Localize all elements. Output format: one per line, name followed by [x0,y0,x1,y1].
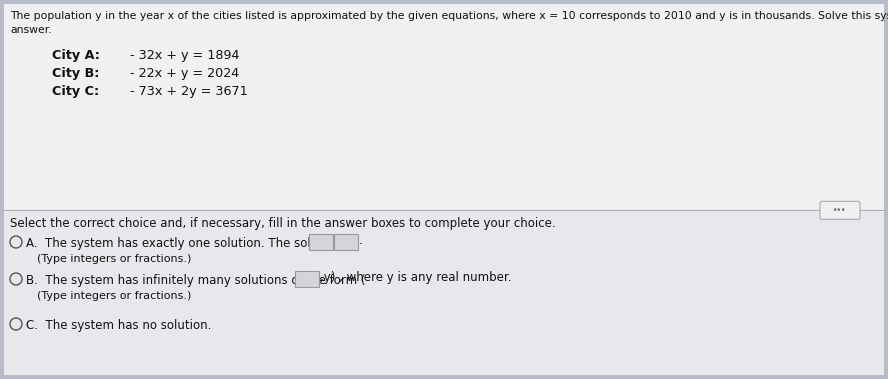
Text: B.  The system has infinitely many solutions of the form (: B. The system has infinitely many soluti… [26,274,366,287]
FancyBboxPatch shape [334,234,358,250]
Text: answer.: answer. [10,25,52,35]
Text: City A:: City A: [52,49,99,62]
Text: The population y in the year x of the cities listed is approximated by the given: The population y in the year x of the ci… [10,11,888,21]
Text: A.  The system has exactly one solution. The solution is: A. The system has exactly one solution. … [26,237,358,250]
FancyBboxPatch shape [820,201,860,219]
FancyBboxPatch shape [309,234,333,250]
FancyBboxPatch shape [4,4,884,212]
Text: •••: ••• [833,206,847,215]
FancyBboxPatch shape [295,271,319,287]
Text: - 73x + 2y = 3671: - 73x + 2y = 3671 [130,85,248,98]
Text: (Type integers or fractions.): (Type integers or fractions.) [37,254,192,264]
Text: .: . [359,233,363,246]
FancyBboxPatch shape [4,212,884,375]
Text: City B:: City B: [52,67,99,80]
Text: Select the correct choice and, if necessary, fill in the answer boxes to complet: Select the correct choice and, if necess… [10,217,556,230]
Text: - 32x + y = 1894: - 32x + y = 1894 [130,49,240,62]
Text: ,y) , where y is any real number.: ,y) , where y is any real number. [320,271,511,283]
Text: - 22x + y = 2024: - 22x + y = 2024 [130,67,239,80]
Text: (Type integers or fractions.): (Type integers or fractions.) [37,291,192,301]
Text: City C:: City C: [52,85,99,98]
Text: C.  The system has no solution.: C. The system has no solution. [26,319,211,332]
